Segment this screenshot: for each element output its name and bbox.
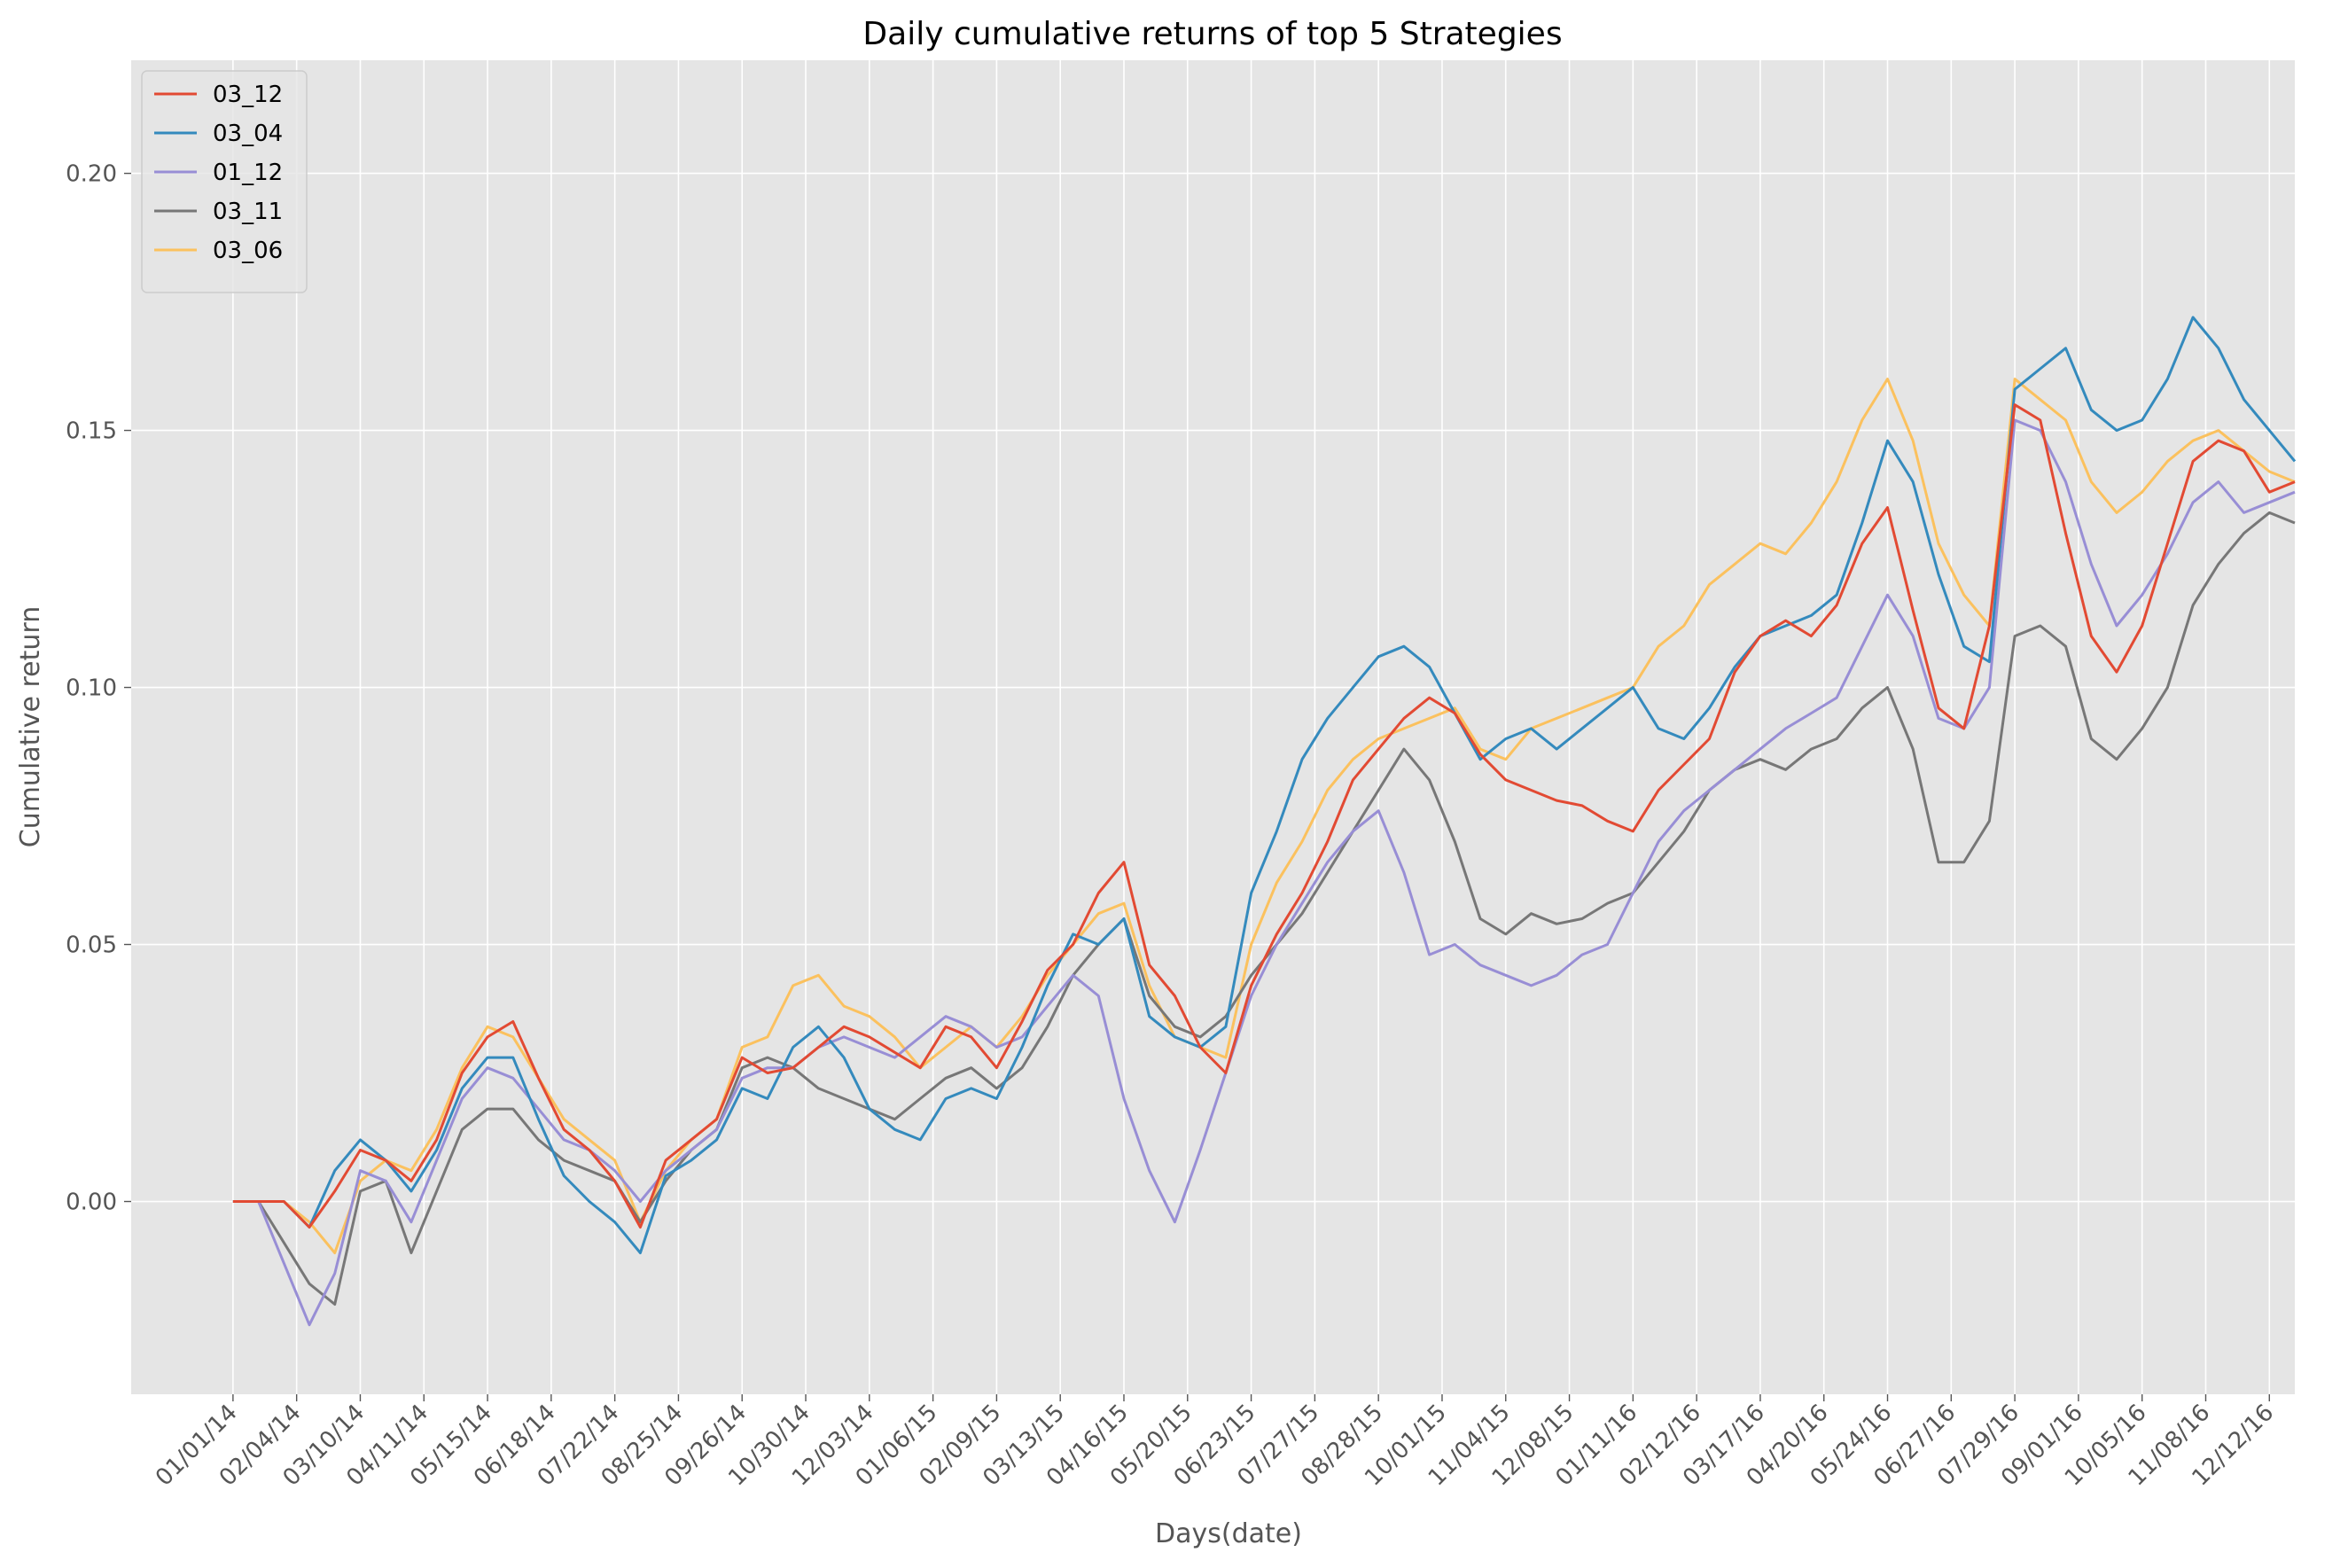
series-line-03-06 (232, 378, 2296, 1254)
y-axis-ticks: 0.00 0.05 0.10 0.15 0.20 (66, 161, 131, 1216)
legend-label: 03_12 (213, 82, 283, 108)
legend-box (141, 70, 308, 293)
y-axis-label: Cumulative return (15, 606, 46, 848)
plot-area (131, 60, 2295, 1394)
grid (131, 60, 2295, 1394)
x-axis-label: Days(date) (1155, 1518, 1302, 1549)
chart-title: Daily cumulative returns of top 5 Strate… (862, 16, 1562, 52)
series-line-03-04 (232, 316, 2297, 1254)
y-tick-label: 0.00 (66, 1190, 117, 1216)
y-tick-label: 0.20 (66, 161, 117, 188)
legend-label: 03_06 (213, 238, 283, 264)
y-tick-label: 0.15 (66, 418, 117, 445)
series-lines (232, 316, 2297, 1327)
legend-label: 01_12 (213, 160, 283, 186)
y-tick-label: 0.05 (66, 932, 117, 959)
series-line-03-12 (232, 403, 2296, 1229)
series-line-01-12 (232, 418, 2296, 1327)
y-tick-label: 0.10 (66, 675, 117, 702)
legend-label: 03_11 (213, 199, 283, 225)
legend-label: 03_04 (213, 121, 283, 147)
legend: 03_12 03_04 01_12 03_11 03_06 (141, 70, 308, 293)
